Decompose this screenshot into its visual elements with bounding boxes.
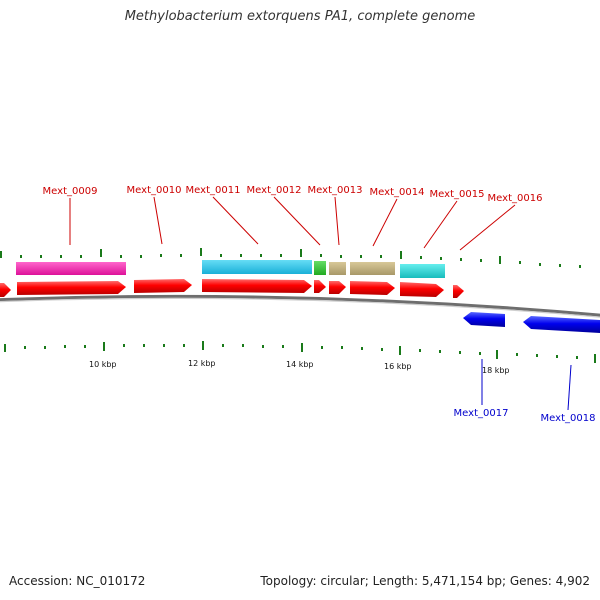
gene-label-mext-0016[interactable]: Mext_0016 xyxy=(488,193,543,204)
gene-arrow-reverse[interactable] xyxy=(523,316,600,333)
gene-arrow-forward[interactable] xyxy=(202,279,312,293)
feature-bar[interactable] xyxy=(16,262,126,275)
gene-arrow-forward[interactable] xyxy=(17,281,126,295)
feature-bars xyxy=(16,260,445,278)
gene-arrow-forward[interactable] xyxy=(0,283,11,297)
gene-arrow-forward[interactable] xyxy=(453,285,464,298)
feature-bar[interactable] xyxy=(314,261,326,275)
gene-arrow-forward[interactable] xyxy=(400,282,444,297)
feature-bar[interactable] xyxy=(202,260,312,274)
gene-arrow-forward[interactable] xyxy=(350,281,395,295)
gene-label-mext-0012[interactable]: Mext_0012 xyxy=(247,185,302,196)
reverse-gene-labels: Mext_0017 Mext_0018 xyxy=(454,408,596,424)
gene-arrow-forward[interactable] xyxy=(134,279,192,293)
reverse-genes xyxy=(463,312,600,333)
accession-text: Accession: NC_010172 xyxy=(9,574,146,588)
feature-bar[interactable] xyxy=(400,264,445,278)
feature-bar[interactable] xyxy=(329,262,346,275)
gene-label-mext-0018[interactable]: Mext_0018 xyxy=(541,413,596,424)
genome-backbone xyxy=(0,294,600,318)
scale-label-18kbp: 18 kbp xyxy=(482,366,510,375)
lower-ticks xyxy=(4,341,596,363)
upper-ticks xyxy=(0,248,581,268)
gene-arrow-forward[interactable] xyxy=(329,281,346,294)
gene-label-mext-0017[interactable]: Mext_0017 xyxy=(454,408,509,419)
scale-label-12kbp: 12 kbp xyxy=(188,359,216,368)
scale-label-10kbp: 10 kbp xyxy=(89,360,117,369)
scale-label-14kbp: 14 kbp xyxy=(286,360,314,369)
feature-bar[interactable] xyxy=(350,262,395,275)
gene-arrow-reverse[interactable] xyxy=(463,312,505,327)
scale-labels: 10 kbp 12 kbp 14 kbp 16 kbp 18 kbp xyxy=(89,359,510,375)
scale-label-16kbp: 16 kbp xyxy=(384,362,412,371)
gene-label-mext-0014[interactable]: Mext_0014 xyxy=(370,187,425,198)
gene-label-mext-0015[interactable]: Mext_0015 xyxy=(430,189,485,200)
forward-genes xyxy=(0,279,464,298)
gene-arrow-forward[interactable] xyxy=(314,280,326,293)
genome-summary-text: Topology: circular; Length: 5,471,154 bp… xyxy=(260,574,590,588)
gene-label-mext-0009[interactable]: Mext_0009 xyxy=(43,186,98,197)
gene-label-mext-0010[interactable]: Mext_0010 xyxy=(127,185,182,196)
gene-label-mext-0011[interactable]: Mext_0011 xyxy=(186,185,241,196)
forward-gene-labels: Mext_0009 Mext_0010 Mext_0011 Mext_0012 … xyxy=(43,185,543,204)
label-leaders xyxy=(69,196,572,411)
map-title: Methylobacterium extorquens PA1, complet… xyxy=(124,9,476,24)
gene-label-mext-0013[interactable]: Mext_0013 xyxy=(308,185,363,196)
